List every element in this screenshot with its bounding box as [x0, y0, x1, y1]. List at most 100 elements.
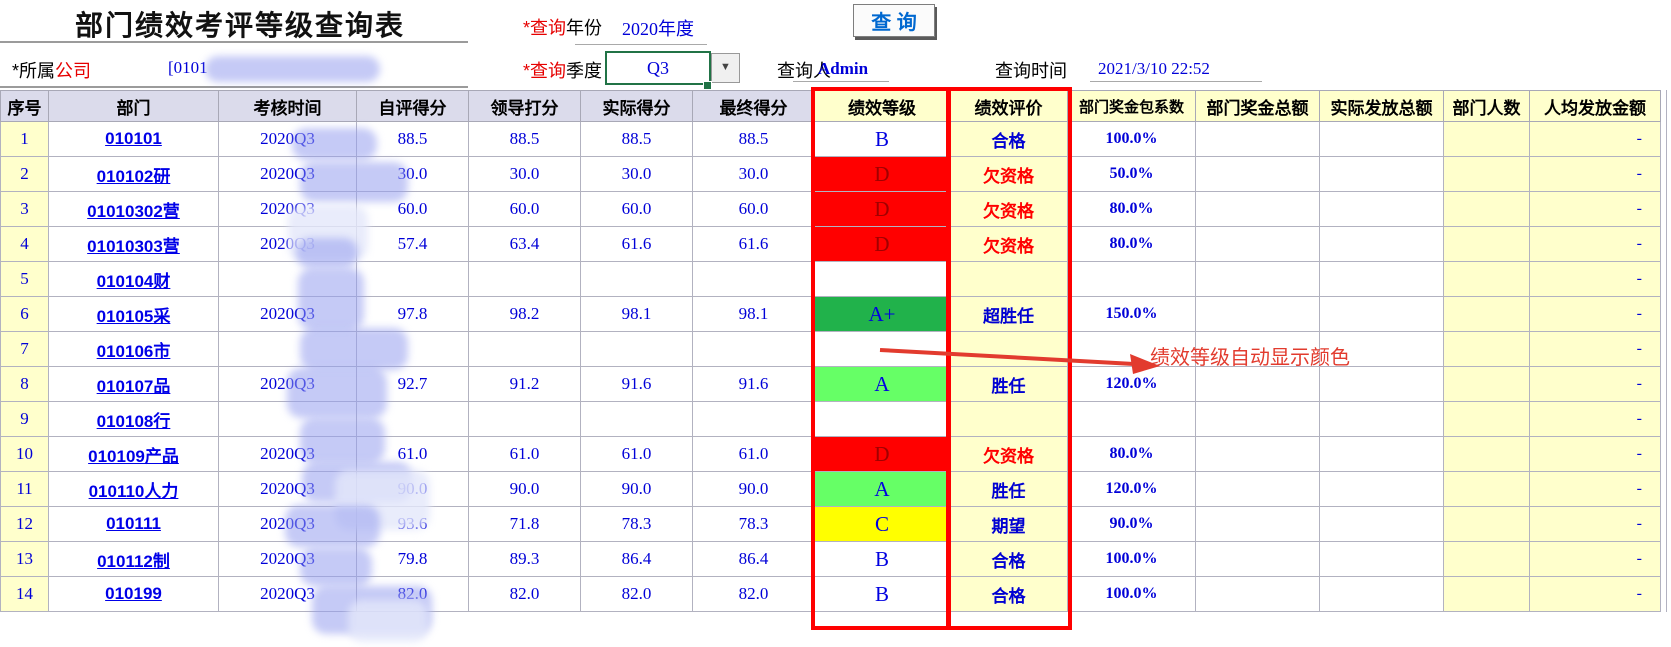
avg-amount-cell: -: [1529, 506, 1661, 542]
row-number: 3: [0, 191, 49, 227]
paid-total-cell: [1319, 401, 1444, 437]
assess-period-cell: 2020Q3: [218, 541, 357, 577]
paid-total-cell: [1319, 506, 1444, 542]
avg-amount-cell: -: [1529, 226, 1661, 262]
headcount-cell: [1443, 331, 1530, 367]
leader-score-cell: [468, 261, 581, 297]
department-link[interactable]: 010199: [105, 584, 162, 603]
actual-score-cell: 82.0: [580, 576, 693, 612]
self-score-cell: 57.4: [356, 226, 469, 262]
leader-score-cell: 30.0: [468, 156, 581, 192]
bonus-total-cell: [1195, 261, 1320, 297]
actual-score-cell: 88.5: [580, 121, 693, 157]
paid-total-cell: [1319, 541, 1444, 577]
assess-period-cell: 2020Q3: [218, 156, 357, 192]
quarter-dropdown-button[interactable]: ▼: [711, 53, 740, 83]
final-score-cell: 86.4: [692, 541, 815, 577]
actual-score-cell: 78.3: [580, 506, 693, 542]
row-number: 7: [0, 331, 49, 367]
eval-cell: 欠资格: [949, 436, 1068, 472]
query-button[interactable]: 查 询: [853, 4, 935, 37]
self-score-cell: 97.8: [356, 296, 469, 332]
self-score-cell: [356, 401, 469, 437]
department-link[interactable]: 010109产品: [88, 446, 179, 466]
table-row: 6 010105采 2020Q3 97.8 98.2 98.1 98.1 A+ …: [0, 296, 1661, 332]
final-score-cell: 61.0: [692, 436, 815, 472]
filter-row-divider: [0, 86, 468, 88]
assess-period-cell: 2020Q3: [218, 296, 357, 332]
paid-total-cell: [1319, 436, 1444, 472]
quarter-select[interactable]: Q3: [605, 51, 711, 85]
department-cell: 010101: [48, 121, 219, 157]
department-link[interactable]: 01010303营: [87, 236, 180, 256]
self-score-cell: 92.7: [356, 366, 469, 402]
bonus-total-cell: [1195, 471, 1320, 507]
eval-cell: 胜任: [949, 471, 1068, 507]
year-value[interactable]: 2020年度: [622, 19, 694, 39]
bonus-total-cell: [1195, 331, 1320, 367]
department-link[interactable]: 010101: [105, 129, 162, 148]
grade-cell: [814, 331, 950, 367]
title-divider: [0, 41, 468, 43]
cell-fill-handle[interactable]: [703, 81, 712, 90]
eval-cell: 超胜任: [949, 296, 1068, 332]
self-score-cell: 90.0: [356, 471, 469, 507]
row-number: 11: [0, 471, 49, 507]
leader-score-cell: 89.3: [468, 541, 581, 577]
assess-period-cell: [218, 401, 357, 437]
company-label-accent: 公司: [55, 61, 92, 81]
table-row: 2 010102研 2020Q3 30.0 30.0 30.0 30.0 D 欠…: [0, 156, 1661, 192]
bonus-coef-cell: 120.0%: [1067, 471, 1196, 507]
department-link[interactable]: 010105采: [96, 306, 171, 326]
headcount-cell: [1443, 226, 1530, 262]
actual-score-cell: 91.6: [580, 366, 693, 402]
paid-total-cell: [1319, 366, 1444, 402]
company-value[interactable]: [0101: [168, 58, 208, 77]
chevron-down-icon: ▼: [720, 61, 731, 73]
bonus-coef-cell: 150.0%: [1067, 296, 1196, 332]
department-link[interactable]: 010111: [106, 514, 161, 533]
avg-amount-cell: -: [1529, 401, 1661, 437]
bonus-coef-cell: 80.0%: [1067, 436, 1196, 472]
grid-right-edge: [1666, 90, 1667, 612]
department-link[interactable]: 010112制: [97, 551, 170, 571]
department-link[interactable]: 010107品: [96, 376, 171, 396]
department-link[interactable]: 010102研: [96, 166, 171, 186]
headcount-cell: [1443, 261, 1530, 297]
avg-amount-cell: -: [1529, 156, 1661, 192]
row-number: 6: [0, 296, 49, 332]
header-avg-amount: 人均发放金额: [1529, 90, 1661, 122]
final-score-cell: 98.1: [692, 296, 815, 332]
department-link[interactable]: 010108行: [96, 411, 171, 431]
final-score-cell: [692, 401, 815, 437]
final-score-cell: [692, 331, 815, 367]
self-score-cell: 61.0: [356, 436, 469, 472]
department-link[interactable]: 01010302营: [87, 201, 180, 221]
eval-cell: [949, 401, 1068, 437]
table-row: 11 010110人力 2020Q3 90.0 90.0 90.0 90.0 A…: [0, 471, 1661, 507]
final-score-cell: 88.5: [692, 121, 815, 157]
eval-cell: 欠资格: [949, 226, 1068, 262]
bonus-total-cell: [1195, 541, 1320, 577]
actual-score-cell: 30.0: [580, 156, 693, 192]
final-score-cell: 78.3: [692, 506, 815, 542]
row-number: 5: [0, 261, 49, 297]
year-label-accent: *查询: [523, 18, 567, 38]
avg-amount-cell: -: [1529, 576, 1661, 612]
self-score-cell: 79.8: [356, 541, 469, 577]
headcount-cell: [1443, 471, 1530, 507]
department-link[interactable]: 010104财: [96, 271, 171, 291]
quarter-label: *查询季度: [523, 57, 602, 83]
header-actual-score: 实际得分: [580, 90, 693, 122]
self-score-cell: 88.5: [356, 121, 469, 157]
headcount-cell: [1443, 156, 1530, 192]
quarter-label-suffix: 季度: [566, 61, 603, 81]
table-row: 9 010108行 -: [0, 401, 1661, 437]
company-label: *所属公司: [12, 57, 91, 83]
paid-total-cell: [1319, 226, 1444, 262]
eval-cell: [949, 261, 1068, 297]
table-row: 1 010101 2020Q3 88.5 88.5 88.5 88.5 B 合格…: [0, 121, 1661, 157]
department-link[interactable]: 010106市: [96, 341, 171, 361]
actual-score-cell: 90.0: [580, 471, 693, 507]
department-link[interactable]: 010110人力: [88, 481, 179, 501]
